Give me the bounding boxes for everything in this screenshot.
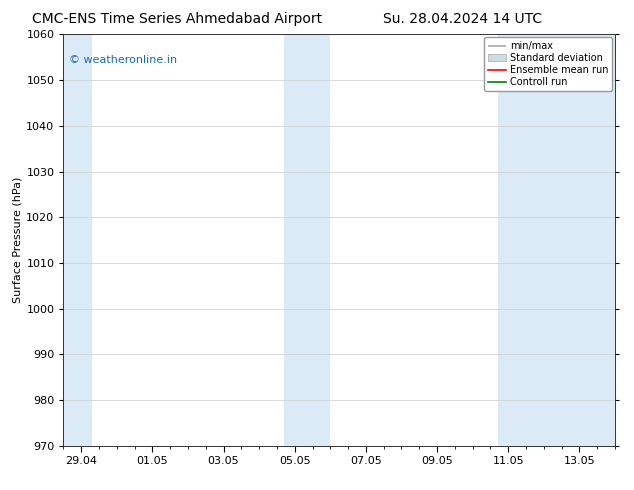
Bar: [498, 34, 615, 446]
Bar: [284, 34, 330, 446]
Legend: min/max, Standard deviation, Ensemble mean run, Controll run: min/max, Standard deviation, Ensemble me…: [484, 37, 612, 91]
Text: © weatheronline.in: © weatheronline.in: [69, 55, 177, 65]
Bar: [63, 34, 92, 446]
Text: CMC-ENS Time Series Ahmedabad Airport: CMC-ENS Time Series Ahmedabad Airport: [32, 12, 323, 26]
Text: Su. 28.04.2024 14 UTC: Su. 28.04.2024 14 UTC: [384, 12, 542, 26]
Y-axis label: Surface Pressure (hPa): Surface Pressure (hPa): [12, 177, 22, 303]
